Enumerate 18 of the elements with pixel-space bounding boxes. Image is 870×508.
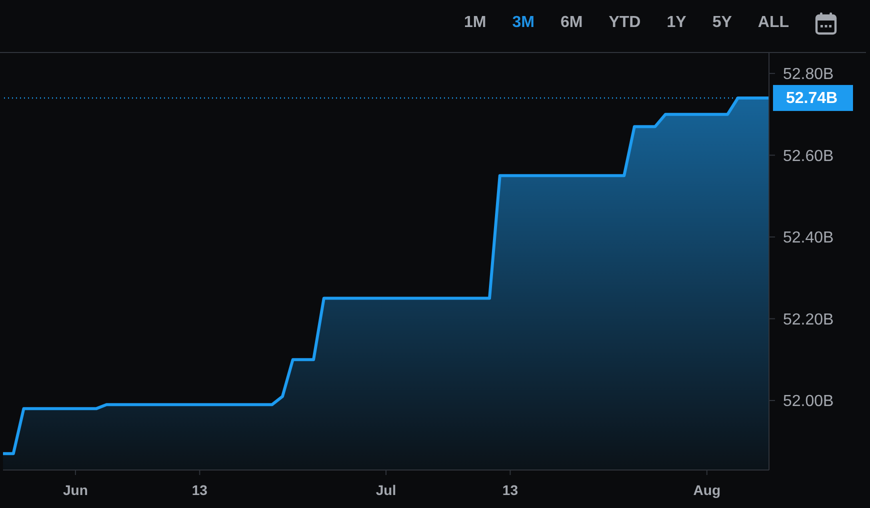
y-tick-label: 52.20B: [783, 311, 834, 328]
x-tick-label: Aug: [693, 482, 720, 498]
text: YTD: [608, 13, 641, 33]
y-tick-label: 52.00B: [783, 393, 834, 410]
text: ALL: [758, 13, 789, 33]
x-tick-label: 13: [192, 482, 208, 498]
x-tick-label: Jun: [63, 482, 88, 498]
y-tick-label: 52.60B: [783, 148, 834, 165]
text: 1M: [464, 13, 486, 33]
x-tick-label: Jul: [376, 482, 396, 498]
x-tick-label: 13: [502, 482, 518, 498]
y-tick-label: 52.80B: [783, 66, 834, 84]
text: 5Y: [712, 13, 732, 33]
text: 1Y: [666, 13, 686, 33]
text: 3M: [512, 13, 534, 33]
ref-line-label: 52.74B: [786, 90, 838, 107]
y-tick-label: 52.40B: [783, 230, 834, 247]
text: 6M: [560, 13, 583, 33]
